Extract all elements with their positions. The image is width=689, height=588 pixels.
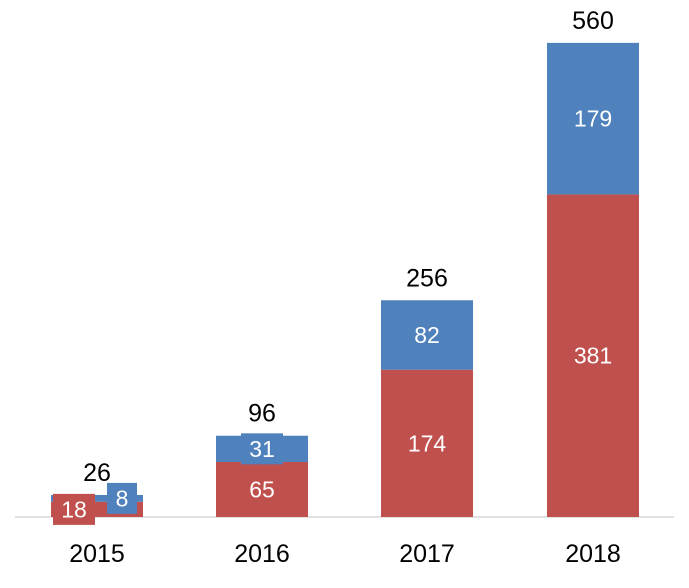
- label-box-2015-series-2: [107, 482, 137, 514]
- data-label-2017-series-2: 82: [414, 322, 440, 348]
- bars-group: [51, 42, 639, 518]
- label-box-2015-series-1: [53, 493, 95, 525]
- data-label-2016-series-1: 65: [249, 476, 275, 502]
- data-label-2015-series-1: 18: [61, 496, 87, 522]
- data-label-2016-series-2: 31: [249, 436, 275, 462]
- total-label-2017: 256: [406, 264, 448, 292]
- total-label-2016: 96: [248, 400, 276, 428]
- labels-group: 18 826 2015 65 31 96 2016 174 82 256 2017 381 179 560…: [53, 7, 621, 568]
- total-label-2015: 26: [83, 459, 111, 487]
- x-tick-label-2018: 2018: [565, 540, 621, 568]
- bar-2018-series-1: [547, 194, 639, 518]
- bar-2018-series-2: [547, 42, 639, 195]
- data-label-2015-series-2: 8: [116, 485, 129, 511]
- bar-2016-series-1: [216, 461, 308, 517]
- label-box-2016-series-2: [241, 433, 283, 465]
- x-tick-label-2016: 2016: [234, 540, 290, 568]
- bar-2017-series-1: [381, 369, 473, 517]
- data-label-2018-series-2: 179: [574, 106, 612, 132]
- x-tick-label-2015: 2015: [69, 540, 125, 568]
- data-label-2018-series-1: 381: [574, 343, 612, 369]
- bar-2015-series-2: [51, 494, 143, 502]
- data-label-2017-series-1: 174: [408, 430, 447, 456]
- bar-2017-series-2: [381, 300, 473, 370]
- x-tick-label-2017: 2017: [399, 540, 455, 568]
- total-label-2018: 560: [572, 7, 614, 35]
